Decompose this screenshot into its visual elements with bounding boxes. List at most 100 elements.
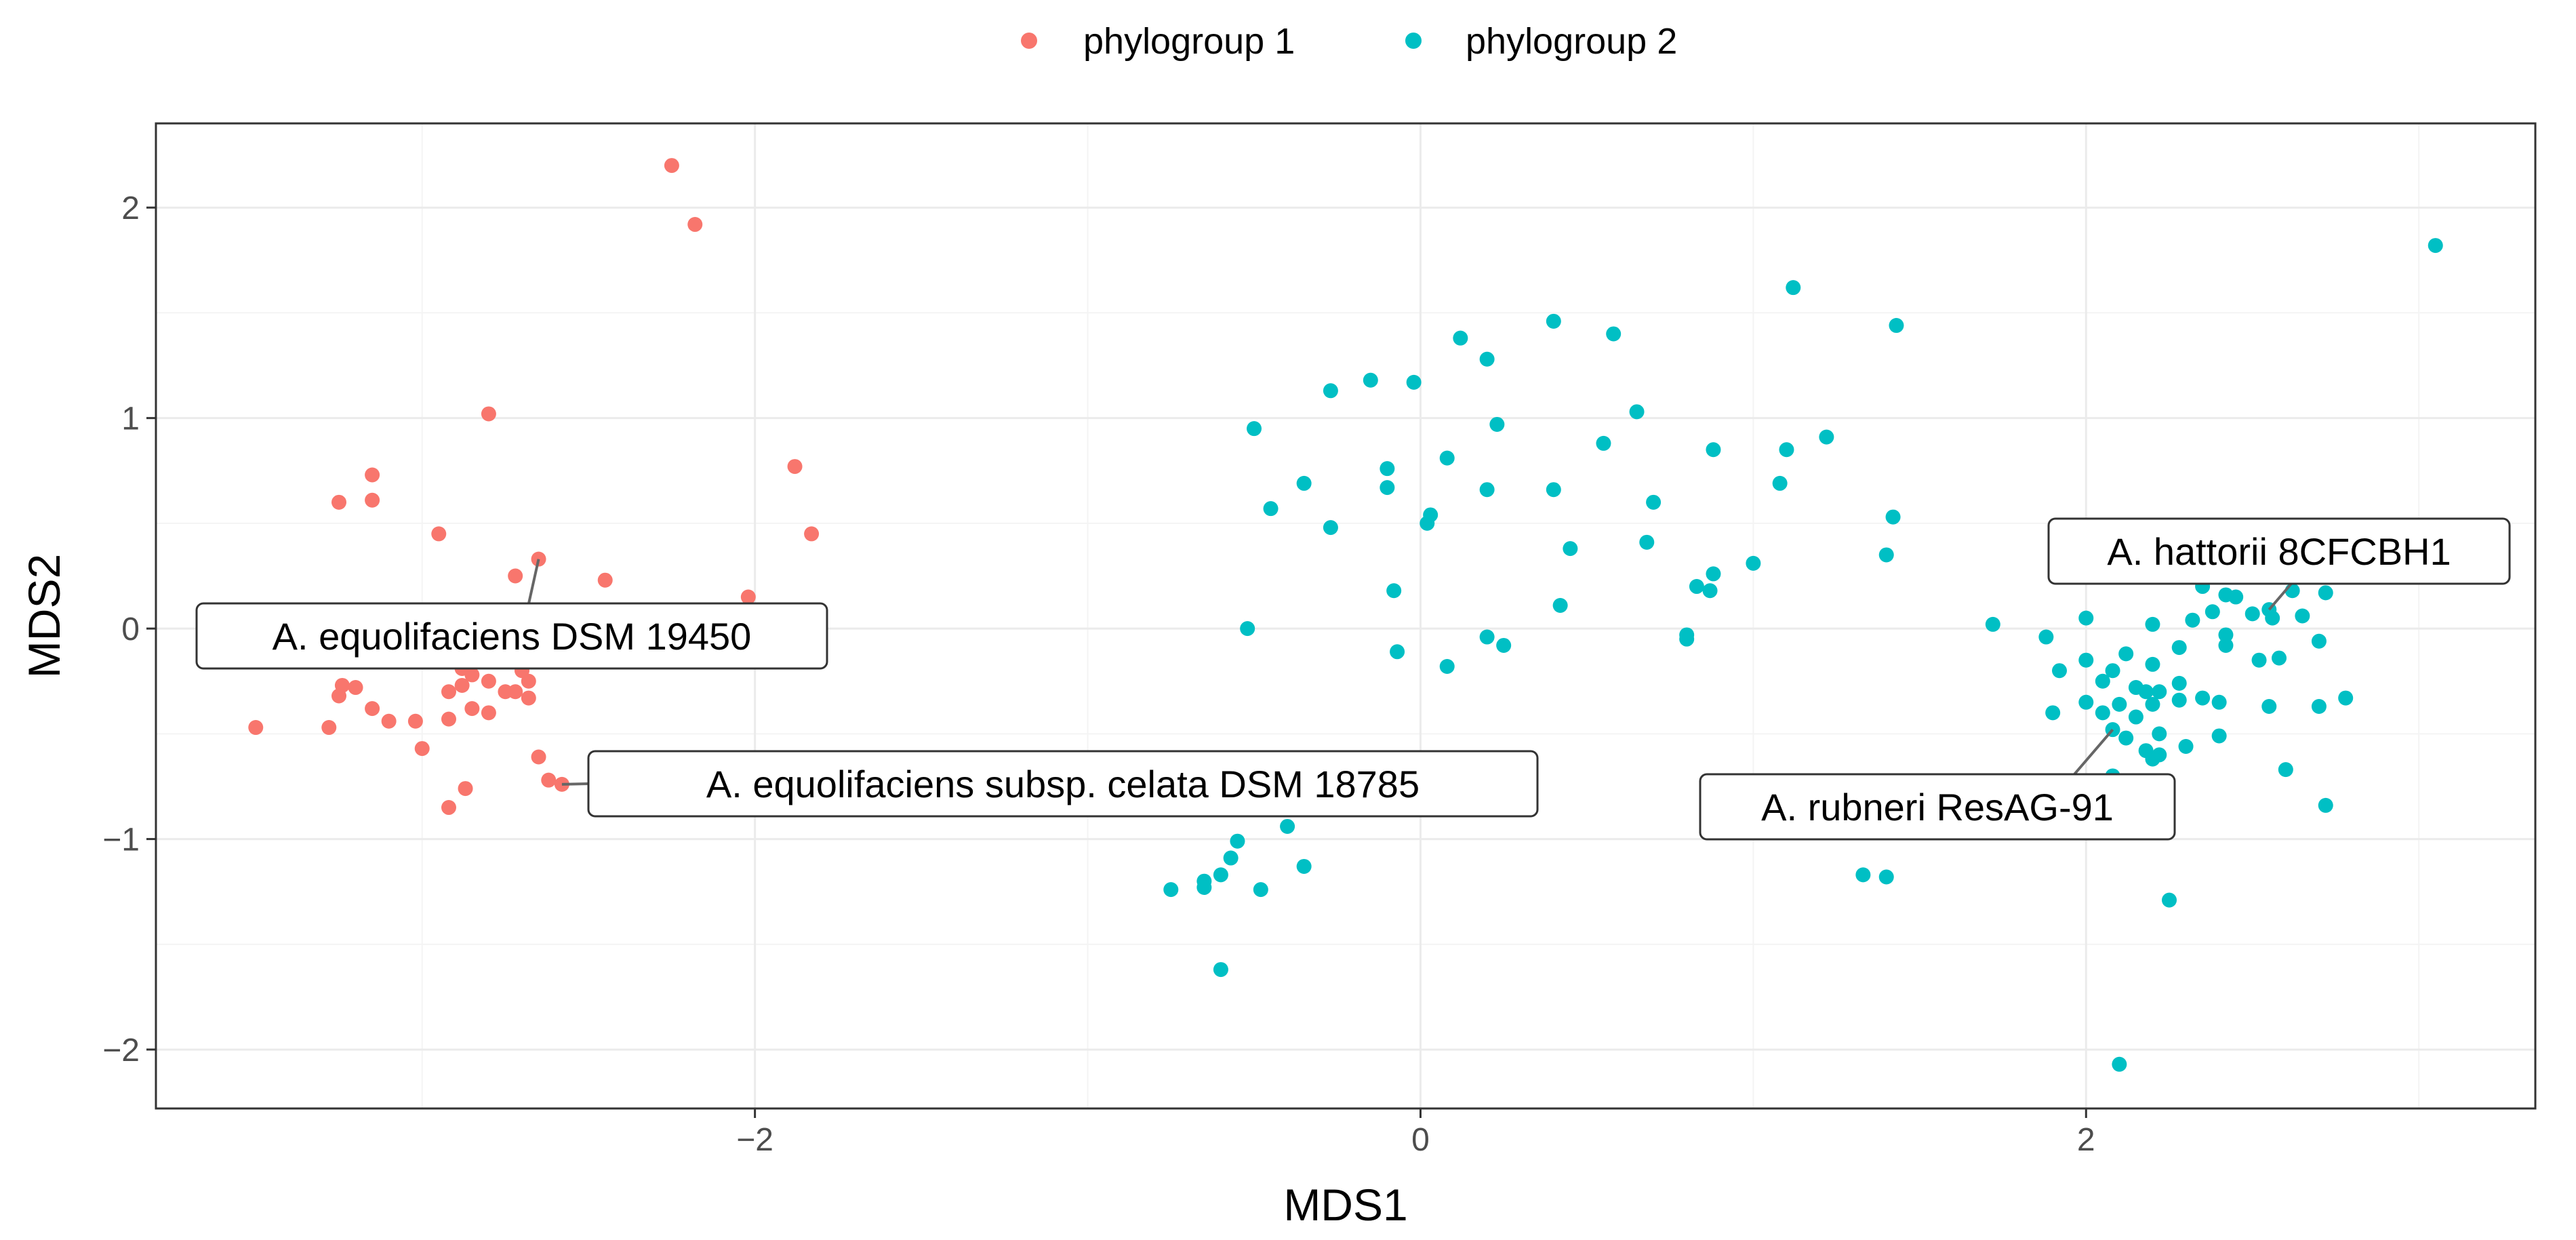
data-point — [787, 459, 803, 475]
y-tick-label: −2 — [102, 1033, 140, 1068]
data-point — [2318, 797, 2333, 813]
annotation-text: A. hattorii 8CFCBH1 — [2107, 530, 2451, 573]
data-point — [521, 673, 536, 689]
data-point — [740, 589, 756, 605]
data-point — [2265, 610, 2280, 626]
data-point — [521, 690, 536, 706]
data-point — [431, 526, 447, 542]
data-point — [1380, 480, 1395, 496]
data-point — [664, 158, 679, 174]
data-point — [1889, 318, 1904, 334]
x-tick-label: −2 — [736, 1122, 773, 1158]
data-point — [441, 684, 456, 700]
annotation-leader-line — [2268, 582, 2293, 611]
y-tick-label: −1 — [102, 822, 140, 858]
data-point — [2145, 616, 2160, 632]
data-point — [1479, 351, 1495, 367]
data-point — [441, 711, 456, 727]
annotation-text: A. equolifaciens subsp. celata DSM 18785 — [706, 763, 1420, 805]
data-point — [2118, 730, 2134, 746]
data-point — [508, 684, 523, 700]
annotation-leader-line — [2073, 728, 2114, 776]
data-point — [1390, 644, 1405, 660]
data-point — [1406, 374, 1422, 390]
data-point — [2118, 646, 2134, 662]
data-point — [1679, 631, 1695, 647]
data-point — [1386, 583, 1402, 599]
data-point — [2078, 694, 2094, 710]
data-point — [414, 741, 430, 757]
data-point — [1163, 882, 1179, 898]
annotations: A. equolifaciens DSM 19450 A. equolifacie… — [195, 517, 2511, 841]
annotation-text: A. rubneri ResAG-91 — [1761, 786, 2114, 828]
data-point — [2145, 751, 2160, 767]
data-point — [2128, 709, 2144, 725]
data-point — [348, 680, 363, 696]
annotation-text: A. equolifaciens DSM 19450 — [273, 615, 752, 658]
data-point — [1786, 280, 1801, 296]
data-point — [2152, 726, 2167, 742]
data-point — [2218, 637, 2234, 653]
data-point — [1496, 637, 1512, 653]
axes: −2 0 2 −2 −1 0 1 2 MDS1 MDS2 — [19, 122, 2537, 1230]
legend: phylogroup 1 phylogroup 2 — [1021, 21, 1677, 62]
annotation-label: A. equolifaciens DSM 19450 — [195, 559, 828, 670]
data-point — [1223, 850, 1239, 866]
data-point — [1779, 442, 1794, 458]
data-point — [1772, 475, 1788, 491]
data-point — [365, 701, 380, 717]
data-point — [2171, 692, 2187, 708]
x-tick-label: 2 — [2077, 1122, 2095, 1158]
data-point — [2338, 690, 2354, 706]
data-point — [1296, 475, 1312, 491]
panel-border — [155, 122, 2537, 1110]
x-tick-label: 0 — [1411, 1122, 1430, 1158]
data-point — [1855, 867, 1871, 883]
data-point — [2218, 627, 2234, 643]
y-axis-title: MDS2 — [19, 554, 69, 678]
data-point — [508, 568, 523, 584]
data-point — [331, 688, 346, 704]
legend-key — [1405, 33, 1422, 49]
data-point — [1247, 421, 1262, 437]
data-point — [2228, 589, 2244, 605]
legend-key — [1021, 33, 1037, 49]
data-point — [2311, 699, 2327, 715]
data-point — [1646, 494, 1662, 510]
data-point — [458, 781, 473, 797]
data-point — [2105, 663, 2120, 679]
data-point — [2251, 652, 2267, 668]
data-point — [1479, 629, 1495, 645]
data-point — [1489, 416, 1505, 432]
data-point — [1563, 541, 1578, 557]
data-point — [2272, 650, 2287, 666]
data-point — [1546, 482, 1561, 498]
data-point — [2278, 762, 2293, 778]
data-point — [2205, 604, 2220, 620]
data-point — [2145, 656, 2160, 672]
data-point — [1878, 547, 1894, 563]
data-point — [687, 217, 703, 233]
data-point — [481, 406, 496, 422]
data-point — [2318, 585, 2333, 601]
data-point — [1606, 326, 1622, 342]
data-point — [2311, 633, 2327, 649]
data-point — [1702, 583, 1718, 599]
data-point — [1240, 621, 1255, 637]
data-point — [1819, 429, 1834, 445]
data-point — [2195, 690, 2211, 706]
data-point — [1706, 442, 1721, 458]
data-point — [1196, 880, 1212, 896]
data-point — [2162, 892, 2177, 908]
data-point — [541, 772, 557, 788]
data-point — [2171, 675, 2187, 691]
data-point — [2078, 652, 2094, 668]
data-point — [1985, 616, 2000, 632]
data-point — [1323, 383, 1338, 399]
data-point — [441, 800, 456, 816]
data-point — [2112, 696, 2127, 712]
data-point — [381, 713, 397, 729]
data-point — [1296, 858, 1312, 874]
data-point — [481, 673, 496, 689]
annotation-box — [587, 750, 1539, 818]
